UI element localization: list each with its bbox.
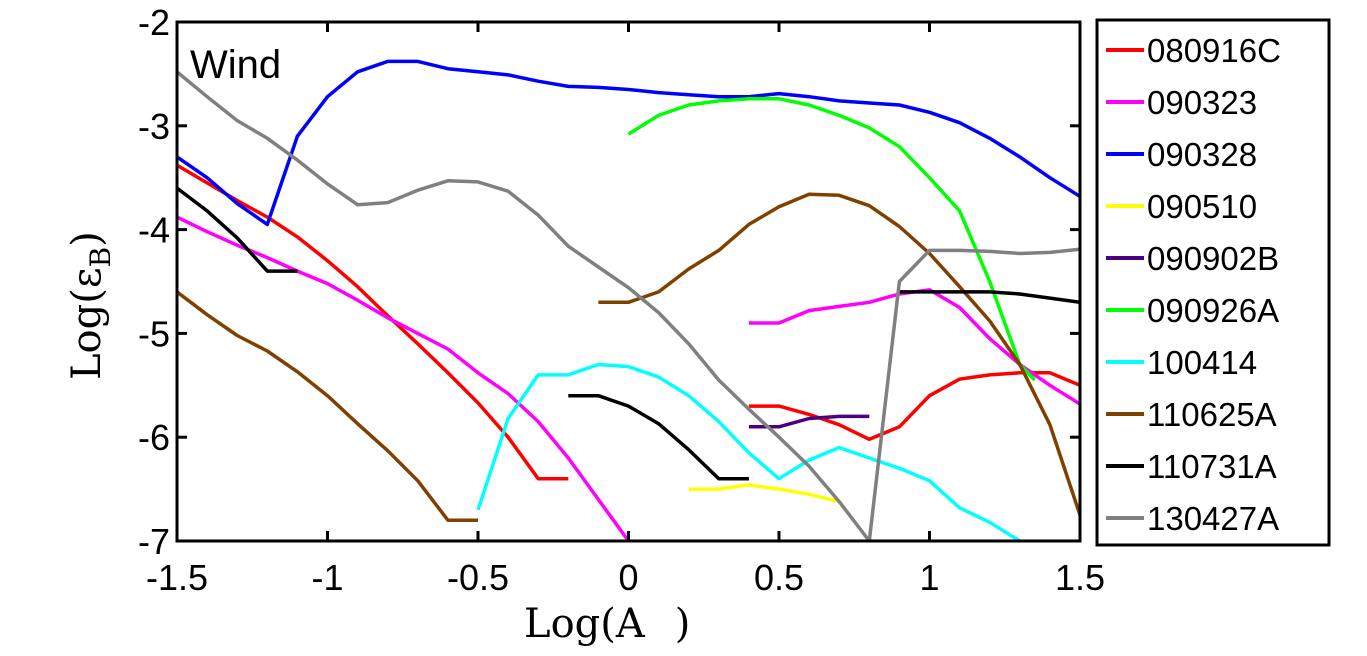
- legend-label-130427A: 130427A: [1147, 500, 1279, 537]
- series-line-090926A-segment-1: [627, 97, 1037, 382]
- legend-label-080916C: 080916C: [1147, 32, 1281, 69]
- series-line-100414-segment-1: [476, 362, 1021, 541]
- y-tick-label: -2: [138, 2, 170, 43]
- y-tick-label: -5: [138, 313, 170, 354]
- x-axis-label-main: Log(A: [524, 601, 646, 647]
- legend-label-100414: 100414: [1147, 344, 1257, 381]
- series-line-110731A-segment-2: [568, 393, 749, 481]
- x-tick-label: 0: [618, 557, 638, 598]
- x-tick-label: -0.5: [447, 557, 509, 598]
- y-axis-label: Log(εB): [64, 231, 117, 380]
- legend-label-090902B: 090902B: [1147, 240, 1279, 277]
- series-line-130427A-segment-1: [177, 70, 1080, 541]
- legend: 080916C 090323 090328 090510 090902B 090926A 1…: [1106, 32, 1281, 537]
- x-axis-label-close: ): [675, 601, 691, 647]
- legend-label-090323: 090323: [1147, 84, 1257, 121]
- y-tick-label: -3: [138, 106, 170, 147]
- legend-label-090328: 090328: [1147, 136, 1257, 173]
- y-tick-label: -7: [138, 521, 170, 562]
- x-tick-label: 1.5: [1055, 557, 1105, 598]
- legend-box: [1095, 18, 1331, 547]
- series-line-090323-segment-1: [177, 215, 630, 541]
- ticks-group: -1.5 -1 -0.5 0 0.5 1 1.5 -2 -3 -4 -5 -6 -7: [138, 2, 1105, 598]
- y-tick-label: -4: [138, 210, 170, 251]
- y-axis-label-main: Log(ε: [64, 267, 110, 380]
- y-axis-label-sub: B: [84, 247, 117, 268]
- series-line-110731A-segment-1: [177, 186, 298, 273]
- panel-label: Wind: [190, 43, 281, 87]
- legend-label-110731A: 110731A: [1147, 448, 1277, 485]
- series-line-110731A-segment-3: [899, 290, 1080, 305]
- x-axis-label: Log(A): [524, 601, 690, 647]
- legend-label-090926A: 090926A: [1147, 292, 1279, 329]
- x-tick-label: 1: [919, 557, 939, 598]
- x-tick-label: 0.5: [754, 557, 804, 598]
- plot-area: [177, 59, 1080, 541]
- y-axis-label-close: ): [64, 231, 110, 247]
- x-tick-label: -1.5: [146, 557, 208, 598]
- series-group: [177, 59, 1080, 541]
- y-tick-label: -6: [138, 417, 170, 458]
- series-line-090328-segment-1: [177, 59, 1080, 227]
- x-tick-label: -1: [311, 557, 343, 598]
- legend-label-090510: 090510: [1147, 188, 1257, 225]
- series-line-110625A-segment-1: [177, 290, 478, 522]
- series-line-110625A-segment-2: [598, 192, 1080, 516]
- series-line-090510-segment-1: [688, 483, 840, 504]
- legend-label-110625A: 110625A: [1147, 396, 1277, 433]
